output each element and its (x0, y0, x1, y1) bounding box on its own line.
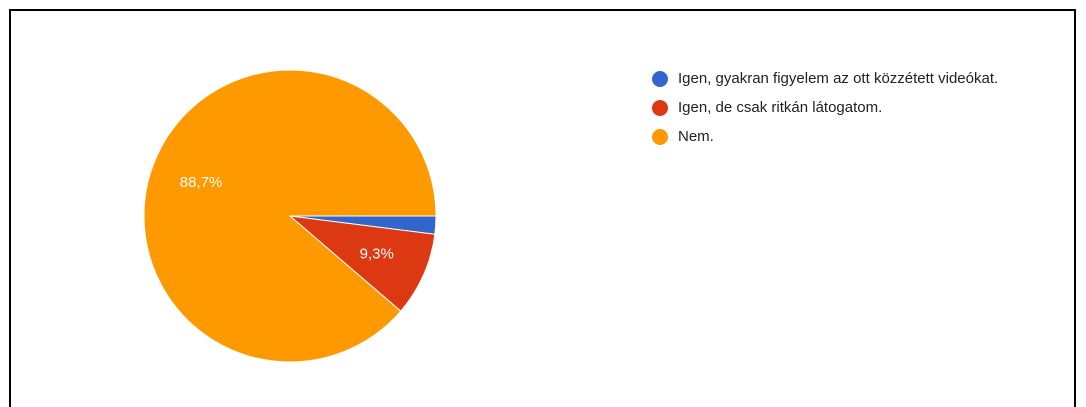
legend-swatch (652, 71, 668, 87)
slice-label: 9,3% (360, 245, 394, 262)
pie-slice (288, 215, 436, 312)
legend-label: Nem. (678, 128, 714, 145)
pie-slice (143, 69, 437, 363)
legend-swatch (652, 100, 668, 116)
legend-label: Igen, gyakran figyelem az ott közzétett … (678, 70, 999, 87)
pie: 9,3% 88,7% (143, 69, 437, 363)
legend-item: Nem. (650, 126, 1018, 147)
legend-label: Igen, de csak ritkán látogatom. (678, 99, 883, 116)
legend-item: Igen, gyakran figyelem az ott közzétett … (650, 68, 1018, 89)
frame-border (9, 9, 1076, 407)
legend: Igen, gyakran figyelem az ott közzétett … (650, 68, 1050, 155)
legend-item: Igen, de csak ritkán látogatom. (650, 97, 1018, 118)
slice-label: 88,7% (180, 174, 223, 191)
legend-swatch (652, 129, 668, 145)
